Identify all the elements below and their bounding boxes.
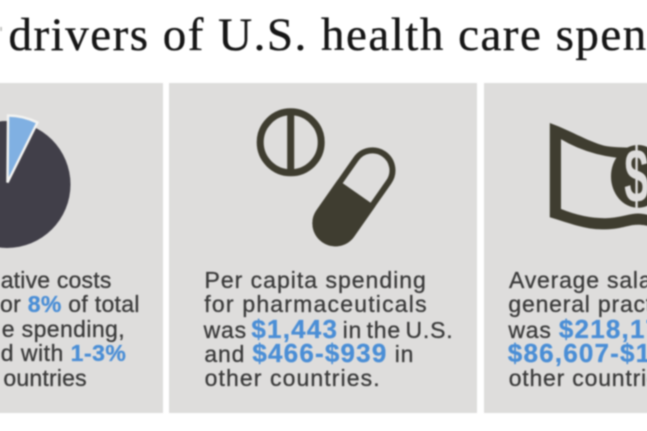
- svg-text:$: $: [624, 134, 647, 220]
